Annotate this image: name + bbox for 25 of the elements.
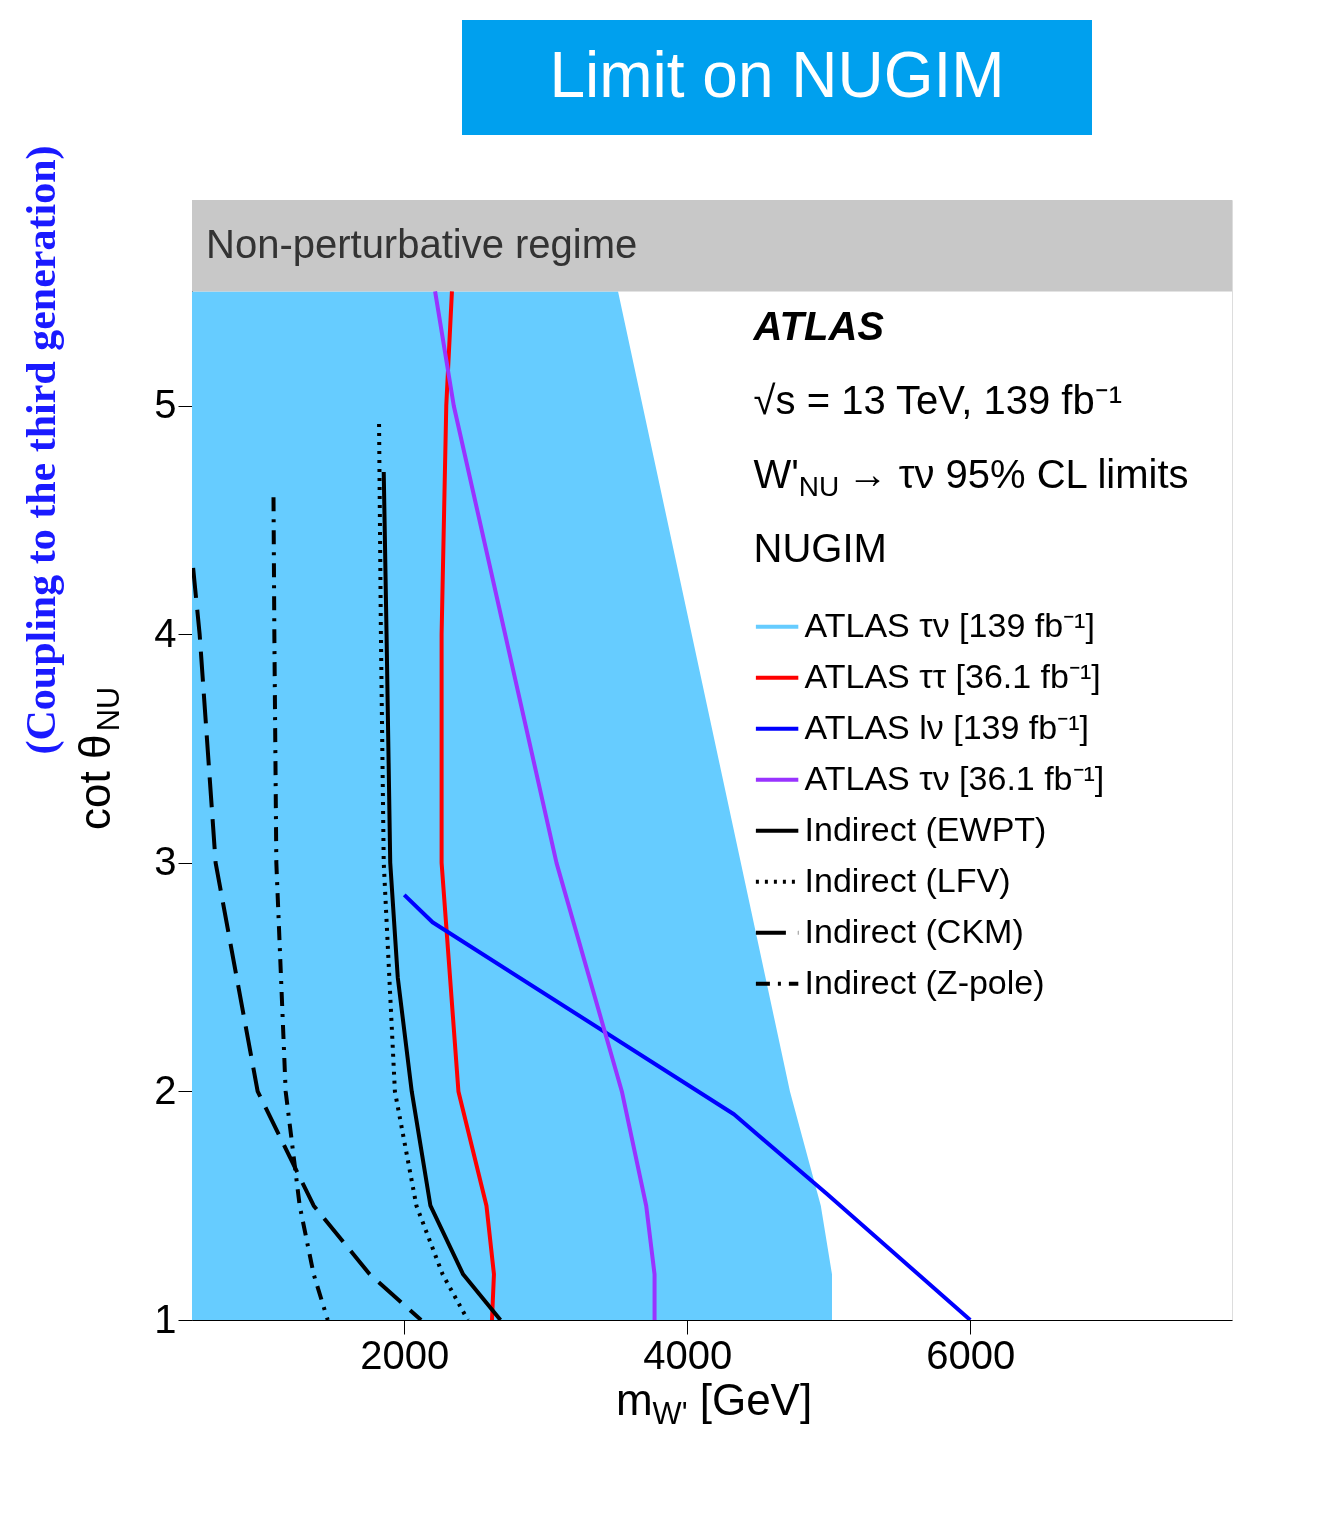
legend-label: ATLAS lν [139 fb⁻¹] — [804, 707, 1089, 746]
line-series — [433, 289, 657, 1320]
x-tick-label: 6000 — [926, 1332, 1016, 1377]
y-tick-label: 1 — [154, 1296, 177, 1341]
legend-label: Indirect (CKM) — [804, 911, 1024, 950]
legend-label: Indirect (EWPT) — [804, 809, 1047, 848]
chart-title: Limit on NUGIM — [549, 39, 1005, 111]
y-tick-label: 2 — [154, 1067, 177, 1112]
legend-label: ATLAS τν [36.1 fb⁻¹] — [804, 758, 1105, 797]
legend-label: Indirect (Z-pole) — [804, 962, 1045, 1001]
y-tick-label: 4 — [154, 610, 177, 655]
annotation: NUGIM — [753, 526, 887, 570]
y-axis-title: cot θNU — [70, 686, 127, 830]
band-label: Non-perturbative regime — [206, 221, 638, 266]
line-series — [439, 289, 496, 1320]
legend-label: Indirect (LFV) — [804, 860, 1011, 899]
annotation: ATLAS — [752, 304, 885, 348]
x-tick-label: 4000 — [643, 1332, 733, 1377]
y-tick-label: 5 — [154, 382, 177, 427]
y-tick-label: 3 — [154, 839, 177, 884]
text: (Coupling to the third generation) — [18, 145, 65, 755]
legend-label: ATLAS τν [139 fb⁻¹] — [804, 605, 1095, 644]
legend-label: ATLAS ττ [36.1 fb⁻¹] — [804, 656, 1101, 695]
annotation: √s = 13 TeV, 139 fb⁻¹ — [753, 378, 1123, 422]
x-tick-label: 2000 — [360, 1332, 450, 1377]
